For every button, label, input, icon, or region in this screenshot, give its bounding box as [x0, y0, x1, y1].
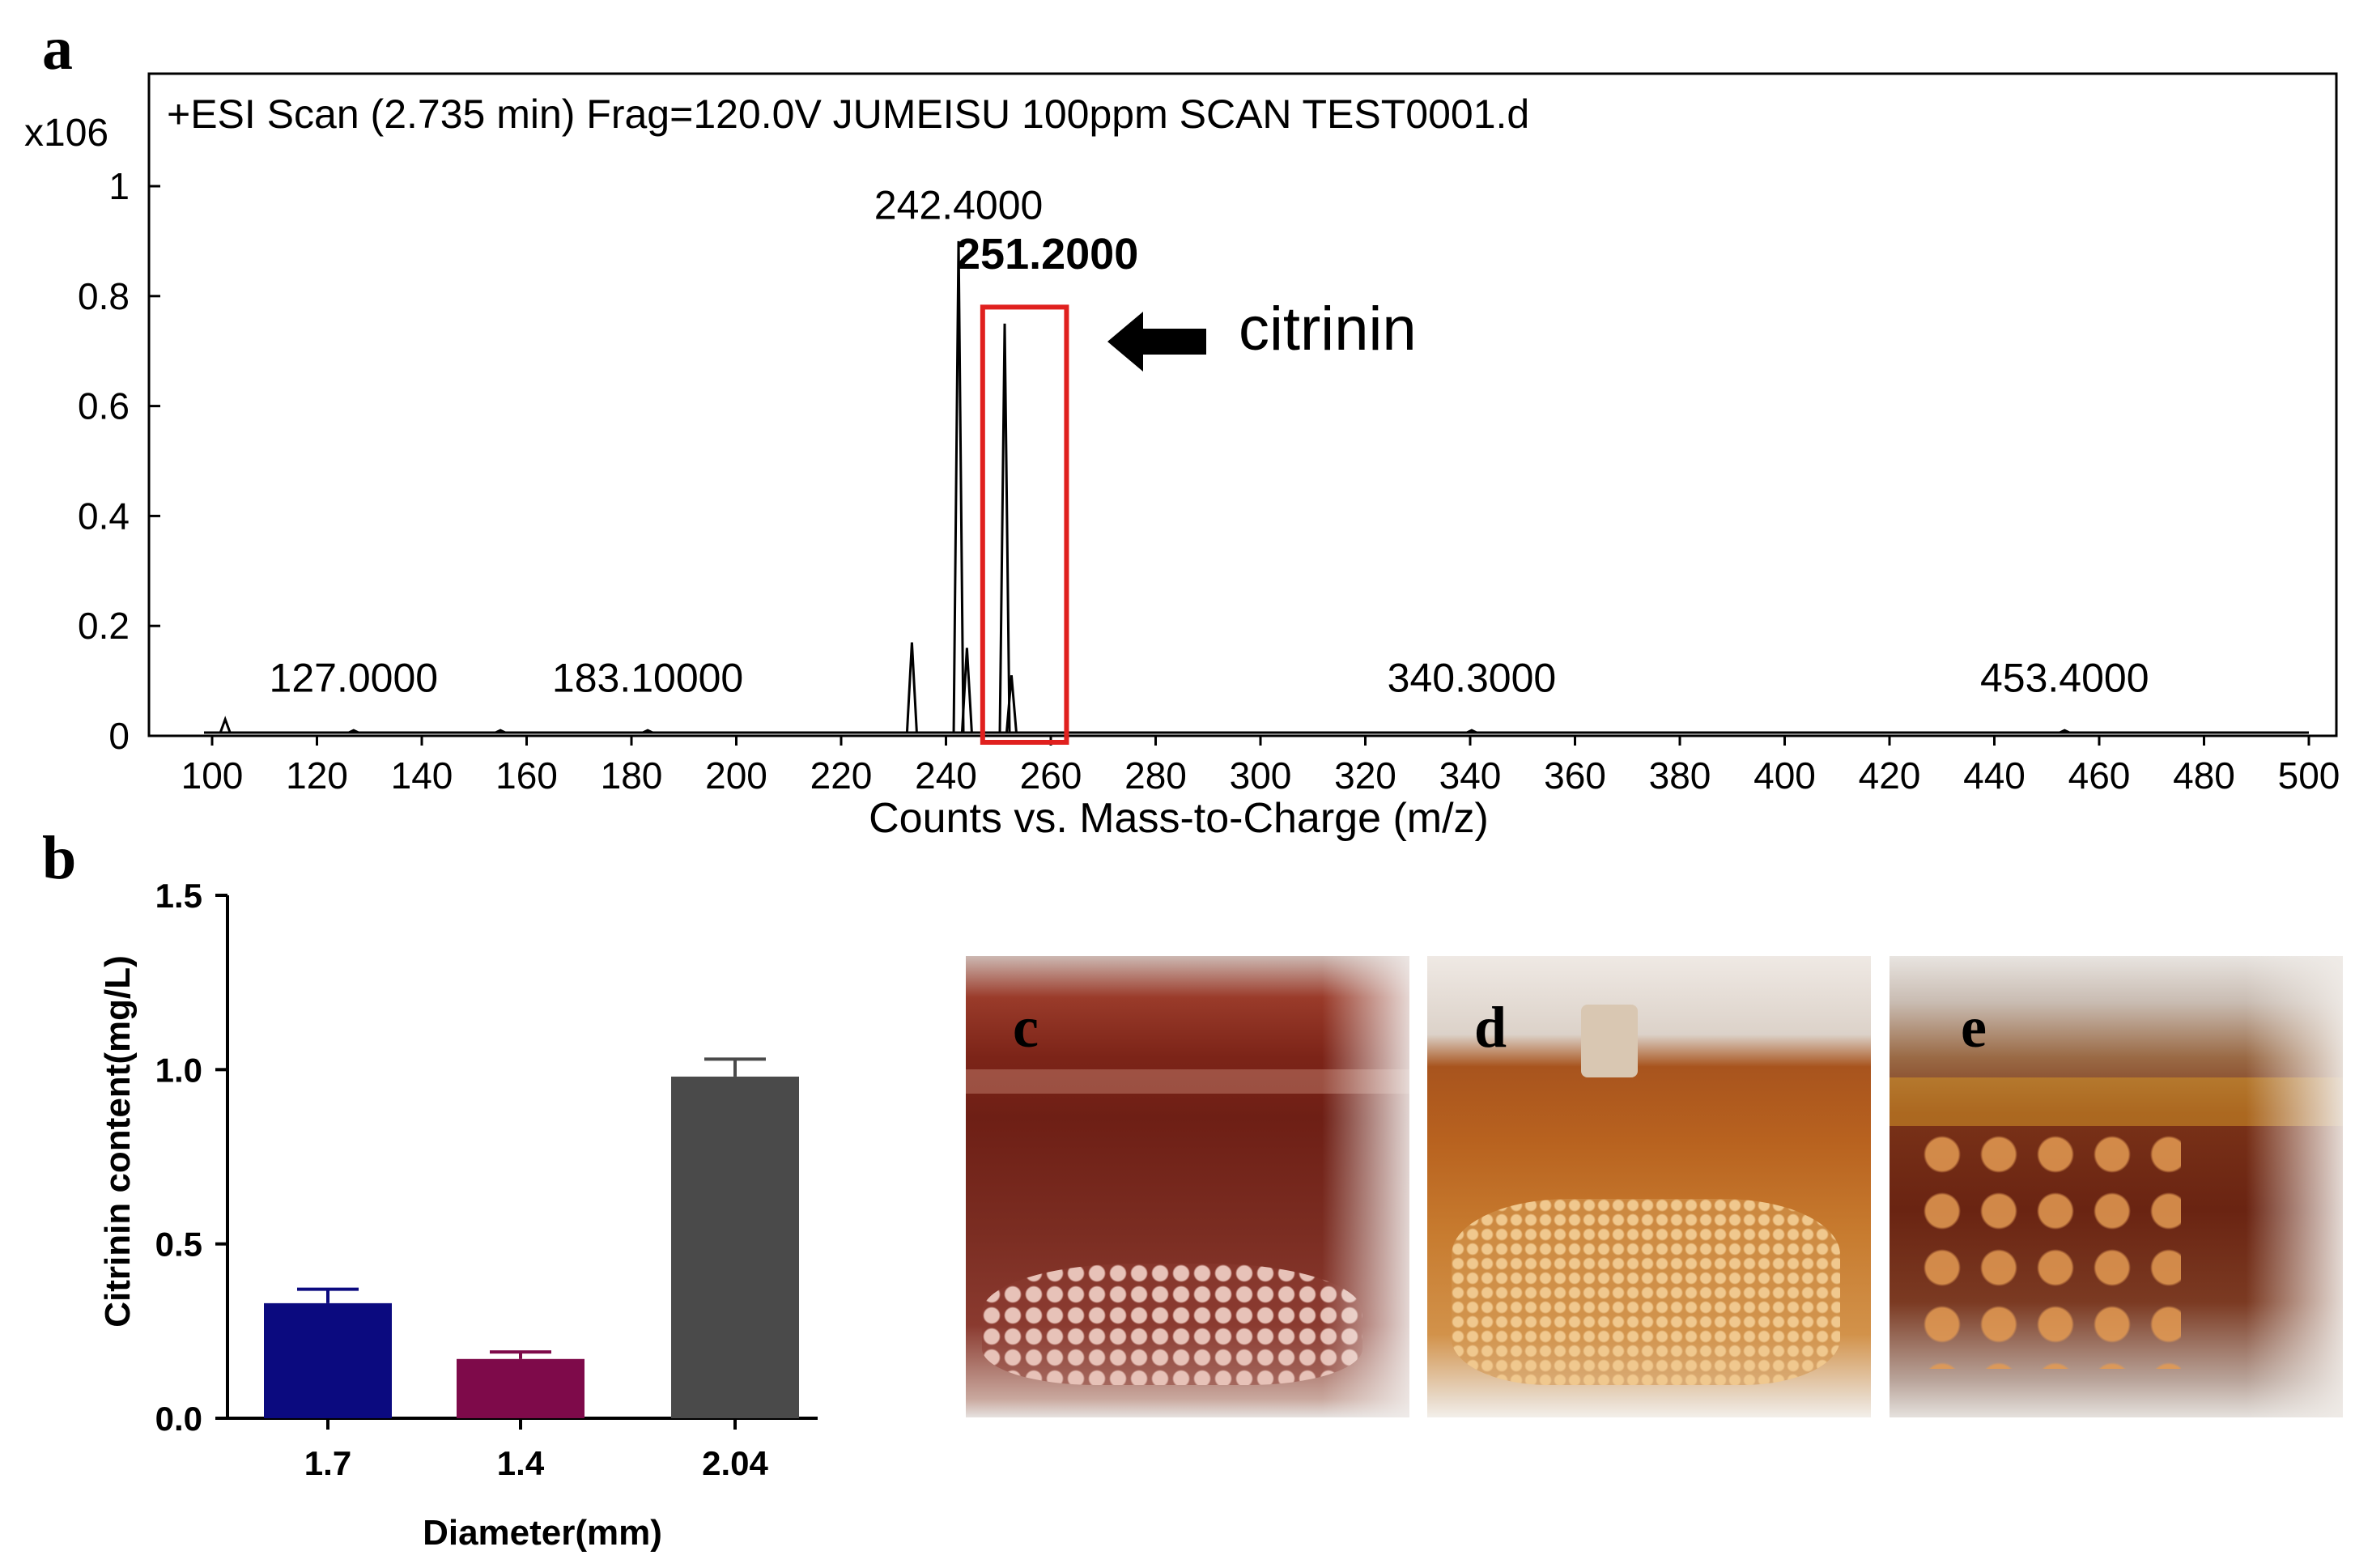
- spectrum-frame: [147, 72, 2338, 737]
- spectrum-peak: [1005, 675, 1018, 733]
- y-tick-label: 0: [108, 715, 130, 757]
- photo-flask-e: e: [1890, 956, 2343, 1417]
- peak-label: 242.4000: [874, 183, 1044, 228]
- x-tick-label: 340: [1439, 754, 1502, 797]
- bar-category-label: 1.7: [304, 1444, 351, 1482]
- spectrum-peak: [998, 323, 1011, 733]
- spectrum-title: +ESI Scan (2.735 min) Frag=120.0V JUMEIS…: [167, 91, 1529, 137]
- peak-label: 453.4000: [1980, 656, 2149, 701]
- x-tick-label: 120: [286, 754, 348, 797]
- y-axis-ticks: 0 0.2 0.4 0.6 0.8 1: [78, 165, 160, 757]
- x-tick-label: 280: [1124, 754, 1187, 797]
- x-tick-label: 480: [2173, 754, 2235, 797]
- photo-flask-d: d: [1427, 956, 1871, 1417]
- spectrum-peak: [960, 648, 973, 733]
- x-tick-label: 100: [181, 754, 244, 797]
- y-multiplier: x106: [24, 112, 108, 155]
- bar-category-label: 1.4: [497, 1444, 545, 1482]
- spectrum-peak: [2059, 729, 2070, 734]
- bar-y-tick-label: 1.0: [155, 1051, 202, 1089]
- bar-category-label: 2.04: [702, 1444, 768, 1482]
- citrinin-highlight-box: [980, 304, 1069, 745]
- x-tick-label: 160: [495, 754, 558, 797]
- x-tick-label: 320: [1334, 754, 1396, 797]
- x-tick-label: 420: [1859, 754, 1921, 797]
- y-tick-label: 1: [108, 165, 130, 207]
- spectrum-peaks: [204, 240, 2309, 734]
- bar-x-axis-label: Diameter(mm): [423, 1513, 662, 1553]
- x-tick-label: 300: [1230, 754, 1292, 797]
- arrow-left-icon: [1107, 312, 1206, 372]
- bar-y-axis-label: Citrinin content(mg/L): [98, 955, 138, 1328]
- x-axis-ticks: 100 120 140 160 180 200 220 240 260 280 300 320 340 3…: [181, 736, 2340, 797]
- y-tick-label: 0.4: [78, 495, 130, 537]
- spectrum-peak: [642, 729, 653, 734]
- x-tick-label: 200: [705, 754, 767, 797]
- bar-y-tick-label: 1.5: [155, 877, 202, 915]
- panel-label-b: b: [42, 824, 77, 892]
- x-axis-label: Counts vs. Mass-to-Charge (m/z): [869, 795, 1489, 842]
- spectrum-peak: [952, 240, 965, 733]
- x-tick-label: 260: [1020, 754, 1082, 797]
- peak-label: 340.3000: [1388, 656, 1557, 701]
- x-tick-label: 140: [391, 754, 453, 797]
- bars: [264, 1057, 799, 1418]
- citrinin-annotation: citrinin: [1239, 295, 1417, 363]
- x-tick-label: 500: [2278, 754, 2340, 797]
- spectrum-peak: [905, 642, 918, 733]
- spectrum-peak: [495, 729, 506, 734]
- x-tick-label: 220: [810, 754, 873, 797]
- x-tick-label: 360: [1544, 754, 1606, 797]
- bar: [457, 1358, 584, 1418]
- peak-label: 127.0000: [270, 656, 439, 701]
- photo-flask-c: c: [966, 956, 1409, 1417]
- bar-category-labels: 1.7 1.4 2.04: [304, 1418, 769, 1482]
- peak-label: 183.10000: [552, 656, 743, 701]
- panel-label-a: a: [42, 15, 73, 83]
- mass-spectrum-chart: x106 +ESI Scan (2.735 min) Frag=120.0V J…: [24, 72, 2340, 842]
- bar-y-tick-label: 0.0: [155, 1400, 202, 1438]
- x-tick-label: 180: [601, 754, 663, 797]
- bar: [264, 1302, 392, 1418]
- peak-label: 251.2000: [956, 230, 1138, 278]
- x-tick-label: 460: [2068, 754, 2131, 797]
- bar-y-tick-label: 0.5: [155, 1226, 202, 1264]
- x-tick-label: 240: [915, 754, 977, 797]
- citrinin-bar-chart: 0.0 0.5 1.0 1.5 1.7 1.4 2.04 Citrinin content…: [98, 877, 818, 1553]
- panel-label-e: e: [1961, 995, 1987, 1060]
- x-tick-label: 380: [1649, 754, 1711, 797]
- y-tick-label: 0.8: [78, 275, 130, 317]
- x-tick-label: 400: [1753, 754, 1816, 797]
- spectrum-peak: [348, 729, 359, 734]
- x-tick-label: 440: [1963, 754, 2026, 797]
- bar: [671, 1076, 799, 1418]
- panel-label-d: d: [1474, 995, 1507, 1060]
- spectrum-peak: [219, 716, 232, 733]
- y-tick-label: 0.2: [78, 605, 130, 647]
- y-tick-label: 0.6: [78, 385, 130, 427]
- spectrum-peak: [1466, 729, 1477, 734]
- bar-y-ticks: 0.0 0.5 1.0 1.5: [155, 877, 227, 1438]
- panel-label-c: c: [1013, 995, 1039, 1060]
